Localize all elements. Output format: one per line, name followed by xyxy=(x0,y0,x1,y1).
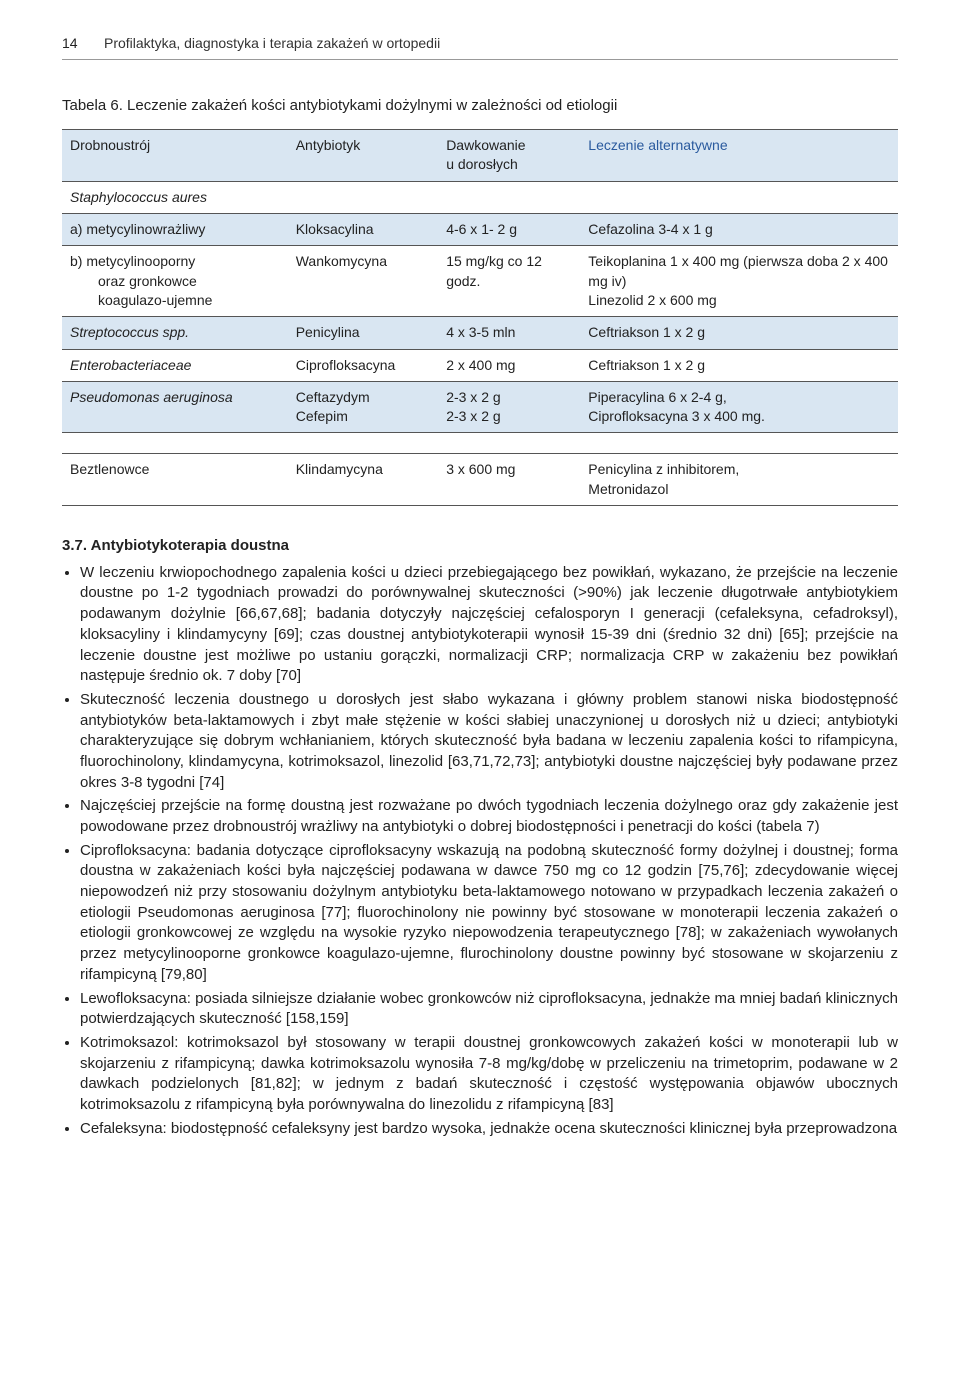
e-c3-l2: Metronidazol xyxy=(588,481,668,497)
table6-caption: Tabela 6. Leczenie zakażeń kości antybio… xyxy=(62,96,898,117)
a2-c3-l1: Teikoplanina 1 x 400 mg (pierwsza doba 2… xyxy=(588,253,888,288)
bullet-item: Kotrimoksazol: kotrimoksazol był stosowa… xyxy=(80,1033,898,1116)
bullet-item: Ciprofloksacyna: badania dotyczące cipro… xyxy=(80,841,898,986)
d-c1-l1: Ceftazydym xyxy=(296,389,370,405)
bullet-item: Najczęściej przejście na formę doustną j… xyxy=(80,796,898,837)
c-c3: Ceftriakson 1 x 2 g xyxy=(580,349,898,381)
bullet-item: Cefaleksyna: biodostępność cefaleksyny j… xyxy=(80,1119,898,1140)
section-3-7-heading: 3.7. Antybiotykoterapia doustna xyxy=(62,536,898,557)
b-c1: Penicylina xyxy=(288,317,438,349)
a1-c1: Kloksacylina xyxy=(288,213,438,245)
c-c0: Enterobacteriaceae xyxy=(62,349,288,381)
a1-c0: a) metycylinowrażliwy xyxy=(62,213,288,245)
table6-row-e: Beztlenowce Klindamycyna 3 x 600 mg Peni… xyxy=(62,454,898,506)
e-c3-l1: Penicylina z inhibitorem, xyxy=(588,461,739,477)
th-dosing: Dawkowanie u dorosłych xyxy=(438,130,580,182)
a2-c0-l1: b) metycylinooporny xyxy=(70,253,195,269)
e-c2: 3 x 600 mg xyxy=(438,454,580,506)
d-c1: Ceftazydym Cefepim xyxy=(288,381,438,433)
a2-c1: Wankomycyna xyxy=(288,246,438,317)
th-dosing-l2: u dorosłych xyxy=(446,156,518,172)
running-title: Profilaktyka, diagnostyka i terapia zaka… xyxy=(104,34,440,53)
e-c0: Beztlenowce xyxy=(62,454,288,506)
b-c3: Ceftriakson 1 x 2 g xyxy=(580,317,898,349)
a1-c2: 4-6 x 1- 2 g xyxy=(438,213,580,245)
table6-gap xyxy=(62,433,898,454)
c-c1: Ciprofloksacyna xyxy=(288,349,438,381)
bullet-item: Skuteczność leczenia doustnego u dorosły… xyxy=(80,690,898,793)
a2-c0-l2: oraz gronkowce xyxy=(70,272,197,291)
table6-row-d: Pseudomonas aeruginosa Ceftazydym Cefepi… xyxy=(62,381,898,433)
a1-c3: Cefazolina 3-4 x 1 g xyxy=(580,213,898,245)
th-organism: Drobnoustrój xyxy=(62,130,288,182)
table6-row-c: Enterobacteriaceae Ciprofloksacyna 2 x 4… xyxy=(62,349,898,381)
table6: Drobnoustrój Antybiotyk Dawkowanie u dor… xyxy=(62,129,898,506)
d-c2-l2: 2-3 x 2 g xyxy=(446,408,500,424)
b-c2: 4 x 3-5 mln xyxy=(438,317,580,349)
table6-section-staph: Staphylococcus aures xyxy=(62,181,898,213)
bullet-item: W leczeniu krwiopochodnego zapalenia koś… xyxy=(80,563,898,687)
d-c3-l2: Ciprofloksacyna 3 x 400 mg. xyxy=(588,408,765,424)
d-c1-l2: Cefepim xyxy=(296,408,348,424)
a2-c0: b) metycylinooporny oraz gronkowce koagu… xyxy=(62,246,288,317)
a2-c2: 15 mg/kg co 12 godz. xyxy=(438,246,580,317)
b-c0: Streptococcus spp. xyxy=(62,317,288,349)
a2-c3: Teikoplanina 1 x 400 mg (pierwsza doba 2… xyxy=(580,246,898,317)
table6-row-a1: a) metycylinowrażliwy Kloksacylina 4-6 x… xyxy=(62,213,898,245)
running-header: 14 Profilaktyka, diagnostyka i terapia z… xyxy=(62,34,898,60)
e-c1: Klindamycyna xyxy=(288,454,438,506)
c-c2: 2 x 400 mg xyxy=(438,349,580,381)
staph-label: Staphylococcus aures xyxy=(62,181,898,213)
a2-c3-l2: Linezolid 2 x 600 mg xyxy=(588,292,716,308)
bullet-item: Lewofloksacyna: posiada silniejsze dział… xyxy=(80,989,898,1030)
d-c2: 2-3 x 2 g 2-3 x 2 g xyxy=(438,381,580,433)
a2-c0-l3: koagulazo-ujemne xyxy=(70,291,212,310)
table6-header-row: Drobnoustrój Antybiotyk Dawkowanie u dor… xyxy=(62,130,898,182)
d-c3-l1: Piperacylina 6 x 2-4 g, xyxy=(588,389,727,405)
th-dosing-l1: Dawkowanie xyxy=(446,137,525,153)
section-3-7-list: W leczeniu krwiopochodnego zapalenia koś… xyxy=(62,563,898,1140)
table6-bottom-rule xyxy=(62,506,898,507)
th-antibiotic: Antybiotyk xyxy=(288,130,438,182)
table6-row-a2: b) metycylinooporny oraz gronkowce koagu… xyxy=(62,246,898,317)
d-c3: Piperacylina 6 x 2-4 g, Ciprofloksacyna … xyxy=(580,381,898,433)
table6-row-b: Streptococcus spp. Penicylina 4 x 3-5 ml… xyxy=(62,317,898,349)
d-c0: Pseudomonas aeruginosa xyxy=(62,381,288,433)
page-number: 14 xyxy=(62,34,104,53)
d-c2-l1: 2-3 x 2 g xyxy=(446,389,500,405)
th-alternative: Leczenie alternatywne xyxy=(580,130,898,182)
e-c3: Penicylina z inhibitorem, Metronidazol xyxy=(580,454,898,506)
